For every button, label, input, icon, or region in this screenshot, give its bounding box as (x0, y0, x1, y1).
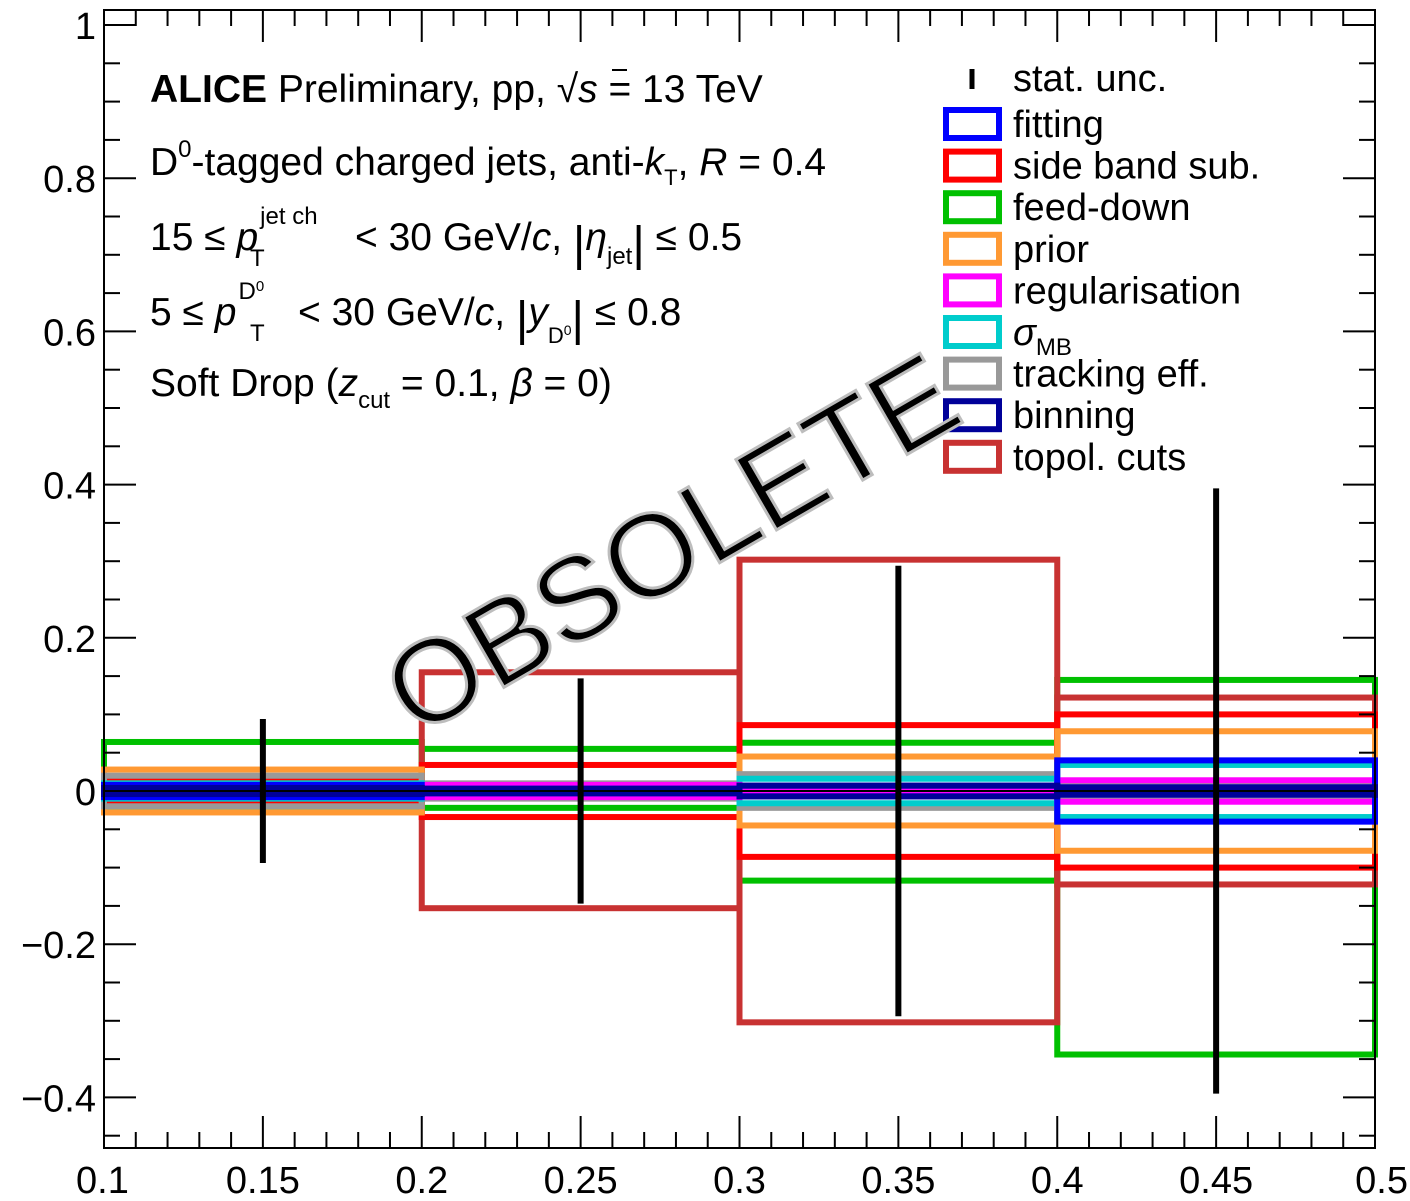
y-tick-label: 0.8 (43, 159, 96, 201)
legend-swatch (943, 273, 1002, 308)
x-tick-label: 0.25 (544, 1160, 618, 1201)
y-tick-label: −0.4 (21, 1078, 96, 1120)
legend-swatch (943, 439, 1002, 474)
annotation-line-3: 15 ≤ pjet ch (150, 203, 318, 259)
y-tick-label: −0.2 (21, 925, 96, 967)
legend-label: tracking eff. (1013, 354, 1209, 396)
legend-label: σMB (1013, 312, 1072, 361)
legend-label: prior (1013, 229, 1089, 271)
x-tick-label: 0.4 (1031, 1160, 1084, 1201)
y-tick-label: 0.6 (43, 312, 96, 354)
annotation-line-4-sub: T (250, 320, 265, 347)
annotation-line-4-rest: < 30 GeV/c, |yD0| ≤ 0.8 (298, 291, 681, 348)
x-tick-label: 0.5 (1355, 1160, 1408, 1201)
legend-label: topol. cuts (1013, 437, 1186, 479)
x-tick-label: 0.1 (76, 1160, 129, 1201)
x-tick-label: 0.35 (861, 1160, 935, 1201)
legend-label: side band sub. (1013, 146, 1260, 188)
y-tick-label: 0.2 (43, 619, 96, 661)
x-axis-ticks: 0.1 0.15 0.2 0.25 0.3 0.35 0.4 0.45 0.5 (76, 10, 1408, 1201)
legend-label: feed-down (1013, 187, 1190, 229)
legend-label: binning (1013, 395, 1136, 437)
legend-swatch (943, 107, 1002, 141)
legend-swatch (943, 231, 1002, 266)
y-tick-label: 0.4 (43, 466, 96, 508)
axes: 0.1 0.15 0.2 0.25 0.3 0.35 0.4 0.45 0.5 −0.4 −0.2… (21, 6, 1408, 1201)
x-tick-label: 0.45 (1179, 1160, 1253, 1201)
annotation-line-5: Soft Drop (zcut = 0.1, β = 0) (150, 362, 612, 414)
x-tick-label: 0.15 (226, 1160, 300, 1201)
annotation-block: ALICE Preliminary, pp, √s = 13 TeV D0-ta… (150, 68, 826, 414)
annotation-line-4: 5 ≤ pD0 (150, 278, 264, 334)
x-tick-label: 0.3 (713, 1160, 766, 1201)
annotation-line-3-rest: < 30 GeV/c, |ηjet| ≤ 0.5 (355, 216, 742, 271)
legend-stat-label: stat. unc. (1013, 58, 1167, 100)
legend-label: regularisation (1013, 270, 1241, 312)
legend-swatch (943, 148, 1002, 183)
y-tick-label: 1 (75, 6, 96, 48)
annotation-line-1: ALICE Preliminary, pp, √s = 13 TeV (150, 68, 763, 111)
annotation-line-3-sub: T (250, 245, 265, 272)
systematic-boxes (101, 556, 1378, 1058)
y-tick-label: 0 (75, 772, 96, 814)
legend-swatch (943, 190, 1002, 225)
legend-label: fitting (1013, 104, 1104, 146)
x-tick-label: 0.2 (395, 1160, 448, 1201)
legend-swatch (943, 315, 1002, 349)
legend-swatch (943, 398, 1002, 433)
annotation-line-2: D0-tagged charged jets, anti-kT, R = 0.4 (150, 136, 826, 190)
y-axis-ticks: −0.4 −0.2 0 0.2 0.4 0.6 0.8 1 (21, 6, 1375, 1137)
legend-swatch (943, 356, 1002, 391)
